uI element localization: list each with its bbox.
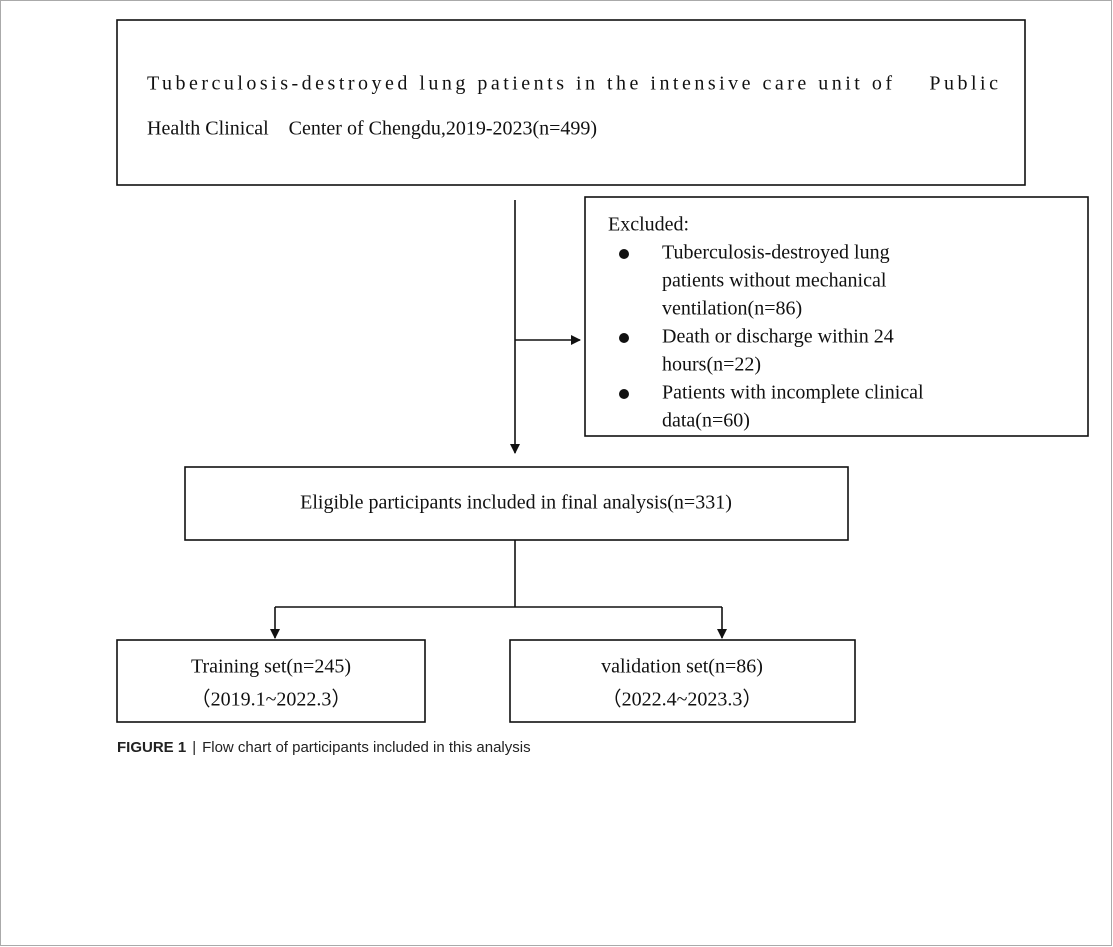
eligible-text: Eligible participants included in final …	[300, 492, 732, 514]
excluded-item: ventilation(n=86)	[662, 298, 802, 320]
caption-text: Flow chart of participants included in t…	[202, 739, 531, 756]
excluded-list: Excluded: Tuberculosis-destroyed lung pat…	[608, 214, 924, 432]
eligible-box	[184, 466, 849, 541]
excluded-item: data(n=60)	[662, 410, 750, 432]
excluded-item: Death or discharge within 24	[662, 326, 894, 348]
excluded-item: Patients with incomplete clinical	[662, 382, 924, 404]
training-text: Training set(n=245)	[191, 656, 351, 678]
excluded-item: patients without mechanical	[662, 270, 887, 292]
caption: FIGURE 1 | Flow chart of participants incl…	[117, 739, 531, 756]
excluded-box	[584, 196, 1089, 437]
validation-box	[509, 639, 856, 723]
caption-label: FIGURE 1	[117, 739, 186, 756]
validation-text: validation set(n=86)	[601, 656, 763, 678]
bullet	[619, 249, 629, 259]
training-text: （2019.1~2022.3）	[191, 688, 352, 711]
excluded-title: Excluded:	[608, 214, 689, 236]
bullet	[619, 389, 629, 399]
excluded-item: Tuberculosis-destroyed lung	[662, 242, 890, 264]
source-text: Health Clinical Center of Chengdu,2019-2…	[147, 118, 597, 140]
validation-text: （2022.4~2023.3）	[602, 688, 763, 711]
bullet	[619, 333, 629, 343]
caption-separator: |	[192, 739, 196, 756]
excluded-item: hours(n=22)	[662, 354, 761, 376]
training-box	[116, 639, 426, 723]
source-box	[116, 19, 1026, 186]
